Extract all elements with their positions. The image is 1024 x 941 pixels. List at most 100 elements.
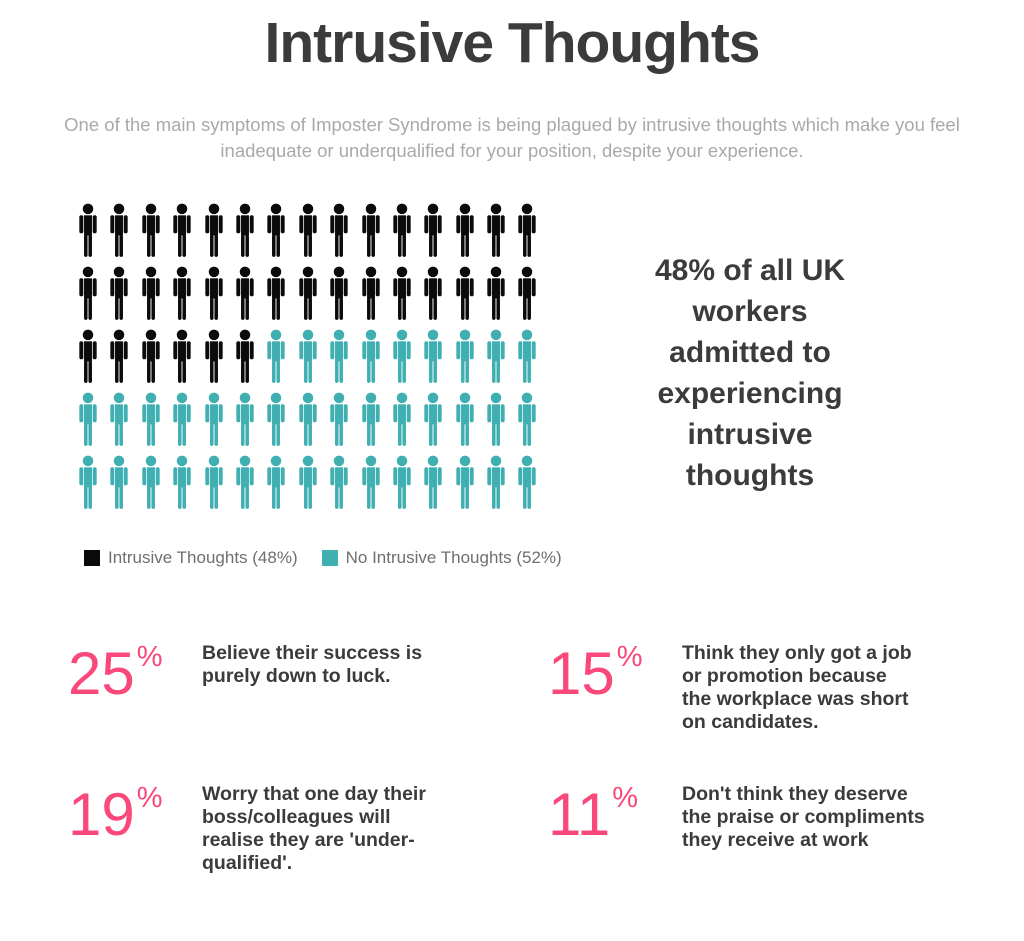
person-icon	[330, 455, 348, 509]
person-icon	[330, 392, 348, 446]
chart-legend: Intrusive Thoughts (48%) No Intrusive Th…	[84, 548, 562, 568]
person-icon	[299, 266, 317, 320]
person-icon	[330, 203, 348, 257]
person-icon	[487, 329, 505, 383]
person-icon	[393, 266, 411, 320]
person-icon	[236, 203, 254, 257]
percent-sign: %	[136, 641, 163, 673]
person-icon	[393, 329, 411, 383]
person-icon	[110, 266, 129, 320]
person-icon	[204, 455, 223, 509]
stat-text-short-candidates: Think they only got a job or promotion b…	[682, 642, 912, 733]
person-icon	[487, 392, 505, 446]
person-icon	[142, 392, 160, 446]
stat-number-luck: 25 %	[68, 640, 186, 707]
pictogram-grid	[76, 203, 539, 511]
person-icon	[424, 266, 442, 320]
person-icon	[330, 266, 348, 320]
stat-value: 11	[548, 781, 611, 848]
stat-block-short-candidates: 15 % Think they only got a job or promot…	[548, 640, 968, 734]
person-icon	[456, 203, 474, 257]
person-icon	[142, 266, 160, 320]
stat-block-luck: 25 % Believe their success is purely dow…	[68, 640, 548, 734]
intrusive-swatch-icon	[84, 550, 100, 566]
person-icon	[173, 203, 191, 257]
pictogram-row	[76, 266, 539, 322]
person-icon	[79, 455, 97, 509]
person-icon	[110, 329, 129, 383]
person-icon	[110, 392, 129, 446]
person-icon	[267, 392, 286, 446]
person-icon	[236, 329, 254, 383]
person-icon	[173, 329, 191, 383]
person-icon	[456, 455, 474, 509]
person-icon	[487, 266, 505, 320]
person-icon	[267, 203, 286, 257]
person-icon	[299, 455, 317, 509]
person-icon	[424, 392, 442, 446]
person-icon	[79, 266, 97, 320]
person-icon	[204, 266, 223, 320]
pictogram-row	[76, 329, 539, 385]
person-icon	[518, 203, 537, 257]
person-icon	[267, 455, 286, 509]
person-icon	[393, 455, 411, 509]
person-icon	[79, 329, 97, 383]
person-icon	[173, 392, 191, 446]
person-icon	[361, 392, 380, 446]
person-icon	[236, 266, 254, 320]
person-icon	[204, 329, 223, 383]
percent-sign: %	[136, 782, 163, 814]
person-icon	[361, 455, 380, 509]
person-icon	[236, 392, 254, 446]
callout-stat-text: 48% of all UK workers admitted to experi…	[654, 254, 846, 492]
person-icon	[204, 203, 223, 257]
person-icon	[79, 392, 97, 446]
stat-number-short-candidates: 15 %	[548, 640, 666, 707]
person-icon	[518, 266, 537, 320]
person-icon	[424, 329, 442, 383]
pictogram-row	[76, 392, 539, 448]
stat-number-praise: 11 %	[548, 781, 666, 848]
person-icon	[424, 455, 442, 509]
stat-text-praise: Don't think they deserve the praise or c…	[682, 783, 925, 851]
person-icon	[267, 266, 286, 320]
legend-item-no-intrusive: No Intrusive Thoughts (52%)	[321, 548, 562, 568]
percent-sign: %	[612, 782, 639, 814]
person-icon	[393, 392, 411, 446]
person-icon	[518, 392, 537, 446]
person-icon	[330, 329, 348, 383]
person-icon	[79, 203, 97, 257]
person-icon	[236, 455, 254, 509]
legend-item-intrusive: Intrusive Thoughts (48%)	[84, 548, 298, 568]
pictogram-row	[76, 455, 539, 511]
person-icon	[456, 266, 474, 320]
person-icon	[518, 329, 537, 383]
stat-text-underqualified: Worry that one day their boss/colleagues…	[202, 783, 426, 874]
person-icon	[173, 266, 191, 320]
legend-label-intrusive: Intrusive Thoughts (48%)	[108, 548, 298, 567]
stats-grid: 25 % Believe their success is purely dow…	[68, 640, 968, 875]
page-subtitle: One of the main symptoms of Imposter Syn…	[64, 114, 960, 161]
stat-value: 15	[548, 640, 615, 707]
person-icon	[110, 203, 129, 257]
person-icon	[204, 392, 223, 446]
person-icon	[299, 203, 317, 257]
stat-value: 19	[68, 781, 135, 848]
person-icon	[487, 455, 505, 509]
person-icon	[456, 392, 474, 446]
stat-value: 25	[68, 640, 135, 707]
person-icon	[424, 203, 442, 257]
person-icon	[518, 455, 537, 509]
person-icon	[456, 329, 474, 383]
page-title: Intrusive Thoughts	[264, 11, 761, 75]
percent-sign: %	[616, 641, 643, 673]
person-icon	[487, 203, 505, 257]
stat-block-praise: 11 % Don't think they deserve the praise…	[548, 781, 968, 875]
person-icon	[110, 455, 129, 509]
person-icon	[267, 329, 286, 383]
pictogram-row	[76, 203, 539, 259]
no-intrusive-swatch-icon	[321, 550, 338, 566]
stat-number-underqualified: 19 %	[68, 781, 186, 848]
